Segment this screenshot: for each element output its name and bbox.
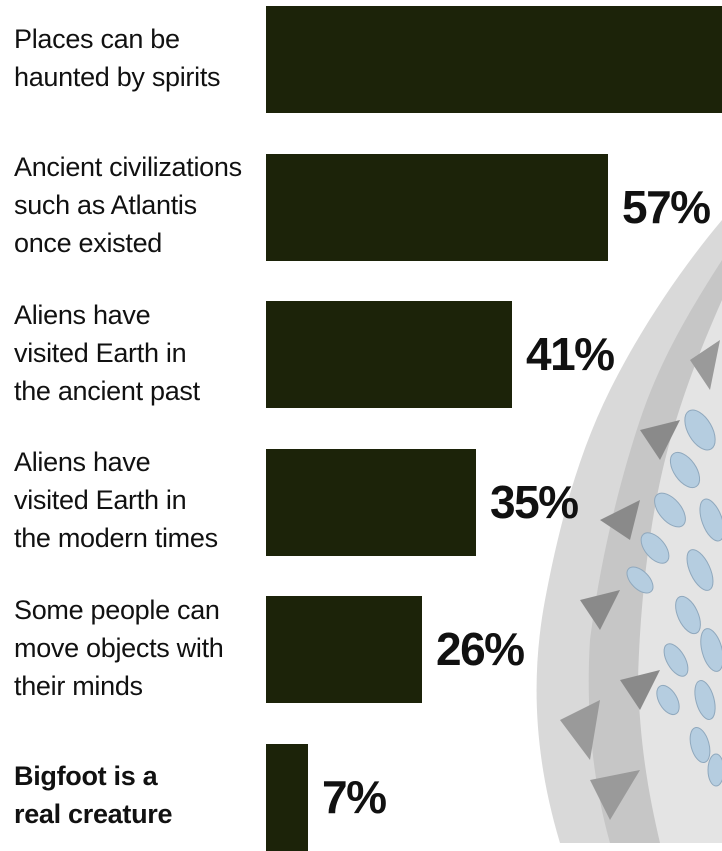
bar bbox=[266, 301, 512, 408]
category-label-line: Aliens have bbox=[14, 447, 151, 477]
category-label-line: Some people can bbox=[14, 594, 220, 625]
category-label-line: visited Earth in bbox=[14, 337, 187, 368]
category-label: Bigfoot is a real creature bbox=[14, 757, 259, 833]
category-label: Aliens have visited Earth in the modern ti… bbox=[14, 443, 259, 557]
bar bbox=[266, 743, 308, 851]
category-label-line: haunted by spirits bbox=[14, 61, 221, 92]
category-label-line: Places can be bbox=[14, 23, 180, 54]
category-label-line: Bigfoot is a bbox=[14, 761, 158, 791]
category-label-line: visited Earth in bbox=[14, 485, 187, 515]
category-label-line: move objects with bbox=[14, 632, 224, 663]
category-label: Places can be haunted by spirits bbox=[14, 20, 259, 96]
category-label-line: such as Atlantis bbox=[14, 190, 197, 220]
category-label: Some people can move objects with their mi… bbox=[14, 591, 259, 705]
value-label: 7% bbox=[322, 770, 387, 823]
bar bbox=[266, 448, 476, 556]
category-label-line: their minds bbox=[14, 670, 143, 701]
value-label: 41% bbox=[526, 328, 615, 380]
category-label-line: once existed bbox=[14, 228, 162, 258]
category-label-line: the modern times bbox=[14, 523, 218, 553]
value-label: 57% bbox=[622, 180, 711, 233]
bar bbox=[266, 596, 422, 703]
category-label-line: Aliens have bbox=[14, 299, 151, 330]
category-label: Ancient civilizations such as Atlantis onc… bbox=[14, 148, 259, 262]
value-label: 35% bbox=[490, 475, 579, 528]
bar bbox=[266, 153, 608, 261]
category-label-line: Ancient civilizations bbox=[14, 152, 242, 182]
category-label-line: the ancient past bbox=[14, 375, 200, 406]
bar bbox=[266, 6, 722, 113]
category-label-line: real creature bbox=[14, 799, 173, 829]
value-label: 26% bbox=[436, 623, 525, 675]
category-label: Aliens have visited Earth in the ancient p… bbox=[14, 296, 259, 410]
